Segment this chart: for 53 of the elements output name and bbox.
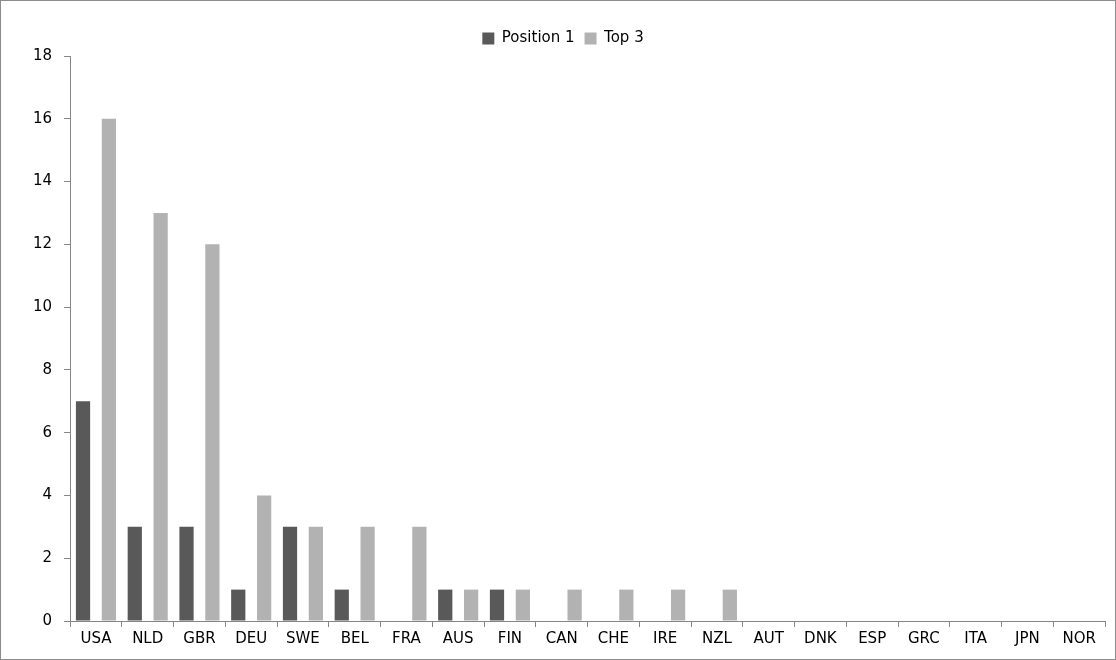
x-tick-label: GBR [183,628,216,647]
x-tick-label: DEU [235,628,268,647]
x-tick-label: IRE [653,628,678,647]
bar [205,244,220,621]
legend-label: Top 3 [603,28,644,47]
bar [619,589,634,621]
x-tick-label: AUS [442,628,474,647]
x-tick-label: DNK [804,628,838,647]
bar [360,526,375,621]
bar [179,526,194,621]
x-tick-label: USA [80,628,113,647]
x-tick-label: GRC [908,628,940,647]
y-tick-label: 14 [32,171,53,190]
x-tick-label: JPN [1014,628,1040,647]
legend-label: Position 1 [501,28,575,47]
bar [231,589,246,621]
x-tick-label: SWE [286,628,320,647]
y-tick-label: 2 [42,548,53,567]
bar [567,589,582,621]
bar [153,212,168,621]
y-tick-label: 18 [32,45,53,64]
bar [308,526,323,621]
x-tick-label: FIN [497,628,523,647]
x-tick-label: CHE [597,628,630,647]
bar [127,526,142,621]
bar [438,589,453,621]
x-tick-label: NLD [132,628,164,647]
bar [75,401,91,621]
x-tick-label: ESP [858,628,887,647]
y-tick-label: 0 [42,610,53,629]
x-tick-label: FRA [392,628,422,647]
y-tick-label: 6 [42,422,53,441]
y-tick-label: 4 [42,485,53,504]
y-tick-label: 12 [32,234,53,253]
x-tick-label: CAN [545,628,578,647]
bar [515,589,530,621]
bar [412,526,427,621]
y-tick-label: 8 [42,359,53,378]
x-tick-label: AUT [753,628,785,647]
y-tick-label: 10 [32,297,53,315]
bar [489,589,505,621]
x-tick-label: ITA [964,628,988,647]
bar [670,589,686,621]
x-tick-label: BEL [340,628,370,647]
bar [282,526,298,621]
x-tick-label: NZL [701,628,733,647]
x-tick-label: NOR [1062,628,1096,647]
y-tick-label: 16 [32,108,53,127]
bar [257,495,272,621]
bar [464,589,479,621]
bar [334,589,349,621]
bar [722,589,737,621]
bar [101,118,117,621]
